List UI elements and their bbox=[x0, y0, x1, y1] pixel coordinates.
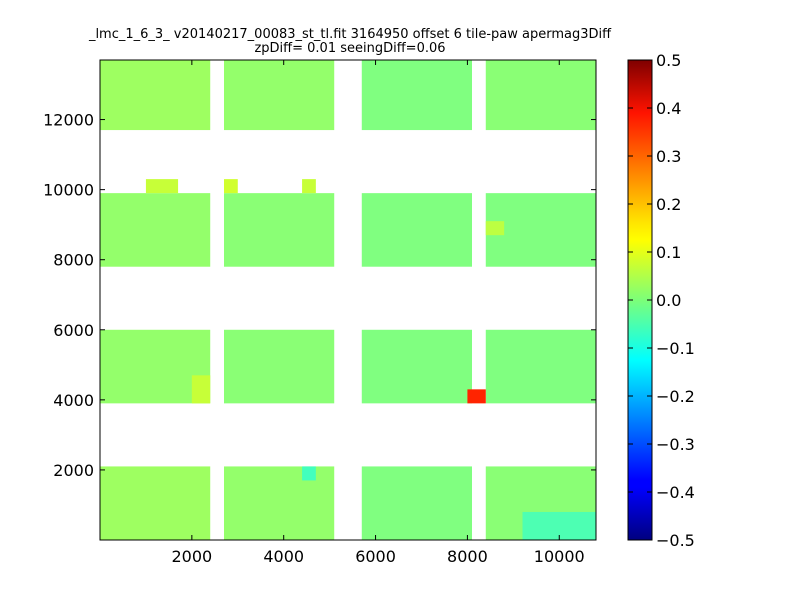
heatmap-highlight-cells bbox=[145, 179, 596, 540]
highlight-cell bbox=[302, 466, 316, 481]
y-tick-label: 2000 bbox=[53, 461, 94, 480]
plot-frame bbox=[99, 59, 597, 541]
x-tick-label: 2000 bbox=[171, 547, 212, 566]
colorbar-tick-label: −0.3 bbox=[656, 435, 695, 454]
detector-cell bbox=[224, 466, 335, 540]
chart-subtitle: zpDiff= 0.01 seeingDiff=0.06 bbox=[254, 41, 446, 56]
detector-cell bbox=[100, 466, 211, 540]
highlight-cell bbox=[467, 389, 486, 404]
highlight-cell bbox=[224, 179, 238, 194]
highlight-cell bbox=[485, 221, 505, 236]
detector-cell bbox=[224, 60, 335, 131]
detector-cell bbox=[361, 60, 472, 131]
colorbar-tick-label: 0.3 bbox=[656, 147, 681, 166]
y-tick-label: 10000 bbox=[43, 181, 94, 200]
x-tick-label: 10000 bbox=[534, 547, 585, 566]
detector-cell bbox=[361, 193, 472, 267]
colorbar-tick-label: 0.1 bbox=[656, 243, 681, 262]
colorbar-tick-label: 0.4 bbox=[656, 99, 681, 118]
colorbar-ticks: 0.5 0.4 0.3 0.2 0.1 0.0 −0.1 −0.2 −0.3 −0.4 −0.5 bbox=[628, 51, 695, 550]
highlight-cell bbox=[191, 375, 211, 404]
y-axis: 2000 4000 6000 8000 10000 12000 bbox=[43, 111, 596, 480]
colorbar-tick-label: −0.1 bbox=[656, 339, 695, 358]
colorbar-tick-label: 0.5 bbox=[656, 51, 681, 70]
colorbar-tick-label: 0.2 bbox=[656, 195, 681, 214]
colorbar-tick-label: 0.0 bbox=[656, 291, 681, 310]
x-tick-label: 4000 bbox=[263, 547, 304, 566]
y-tick-label: 6000 bbox=[53, 321, 94, 340]
detector-cell bbox=[100, 193, 211, 267]
chart-title: _lmc_1_6_3_ v20140217_00083_st_tl.fit 31… bbox=[88, 27, 612, 42]
y-tick-label: 12000 bbox=[43, 111, 94, 130]
y-tick-label: 8000 bbox=[53, 251, 94, 270]
highlight-cell bbox=[302, 179, 316, 194]
colorbar-tick-label: −0.4 bbox=[656, 483, 695, 502]
x-tick-label: 8000 bbox=[447, 547, 488, 566]
detector-cell bbox=[100, 60, 211, 131]
heatmap-cells bbox=[100, 60, 596, 540]
detector-cell bbox=[361, 466, 472, 540]
detector-cell bbox=[485, 329, 596, 404]
detector-cell bbox=[485, 60, 596, 131]
x-tick-label: 6000 bbox=[355, 547, 396, 566]
detector-cell bbox=[224, 193, 335, 267]
x-axis: 2000 4000 6000 8000 10000 bbox=[171, 60, 585, 566]
detector-cell bbox=[224, 329, 335, 404]
colorbar-tick-label: −0.5 bbox=[656, 531, 695, 550]
detector-cell bbox=[361, 329, 472, 404]
highlight-cell bbox=[145, 179, 179, 194]
y-tick-label: 4000 bbox=[53, 391, 94, 410]
colorbar-tick-label: −0.2 bbox=[656, 387, 695, 406]
